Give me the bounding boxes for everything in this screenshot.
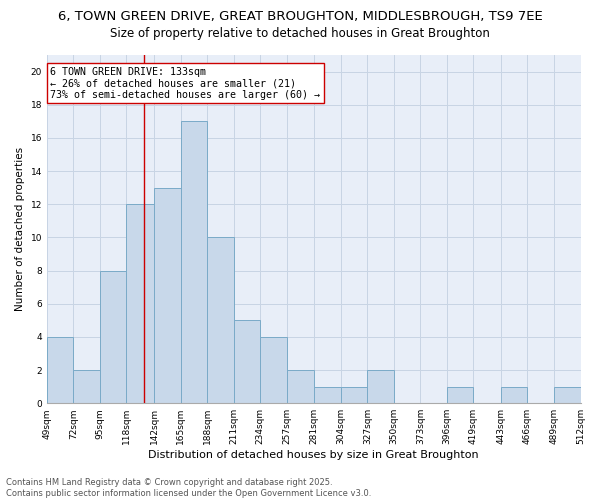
- Bar: [207, 238, 233, 403]
- Bar: [260, 337, 287, 403]
- Bar: [501, 386, 527, 403]
- Text: Size of property relative to detached houses in Great Broughton: Size of property relative to detached ho…: [110, 28, 490, 40]
- Y-axis label: Number of detached properties: Number of detached properties: [15, 147, 25, 311]
- Bar: [554, 386, 581, 403]
- Text: 6 TOWN GREEN DRIVE: 133sqm
← 26% of detached houses are smaller (21)
73% of semi: 6 TOWN GREEN DRIVE: 133sqm ← 26% of deta…: [50, 66, 320, 100]
- Bar: [367, 370, 394, 403]
- Text: 6, TOWN GREEN DRIVE, GREAT BROUGHTON, MIDDLESBROUGH, TS9 7EE: 6, TOWN GREEN DRIVE, GREAT BROUGHTON, MI…: [58, 10, 542, 23]
- Bar: [181, 122, 207, 403]
- Bar: [233, 320, 260, 403]
- Bar: [127, 204, 154, 403]
- Bar: [154, 188, 181, 403]
- Bar: [341, 386, 367, 403]
- Bar: [73, 370, 100, 403]
- X-axis label: Distribution of detached houses by size in Great Broughton: Distribution of detached houses by size …: [148, 450, 479, 460]
- Bar: [447, 386, 473, 403]
- Bar: [100, 270, 127, 403]
- Bar: [47, 337, 73, 403]
- Bar: [314, 386, 341, 403]
- Text: Contains HM Land Registry data © Crown copyright and database right 2025.
Contai: Contains HM Land Registry data © Crown c…: [6, 478, 371, 498]
- Bar: [287, 370, 314, 403]
